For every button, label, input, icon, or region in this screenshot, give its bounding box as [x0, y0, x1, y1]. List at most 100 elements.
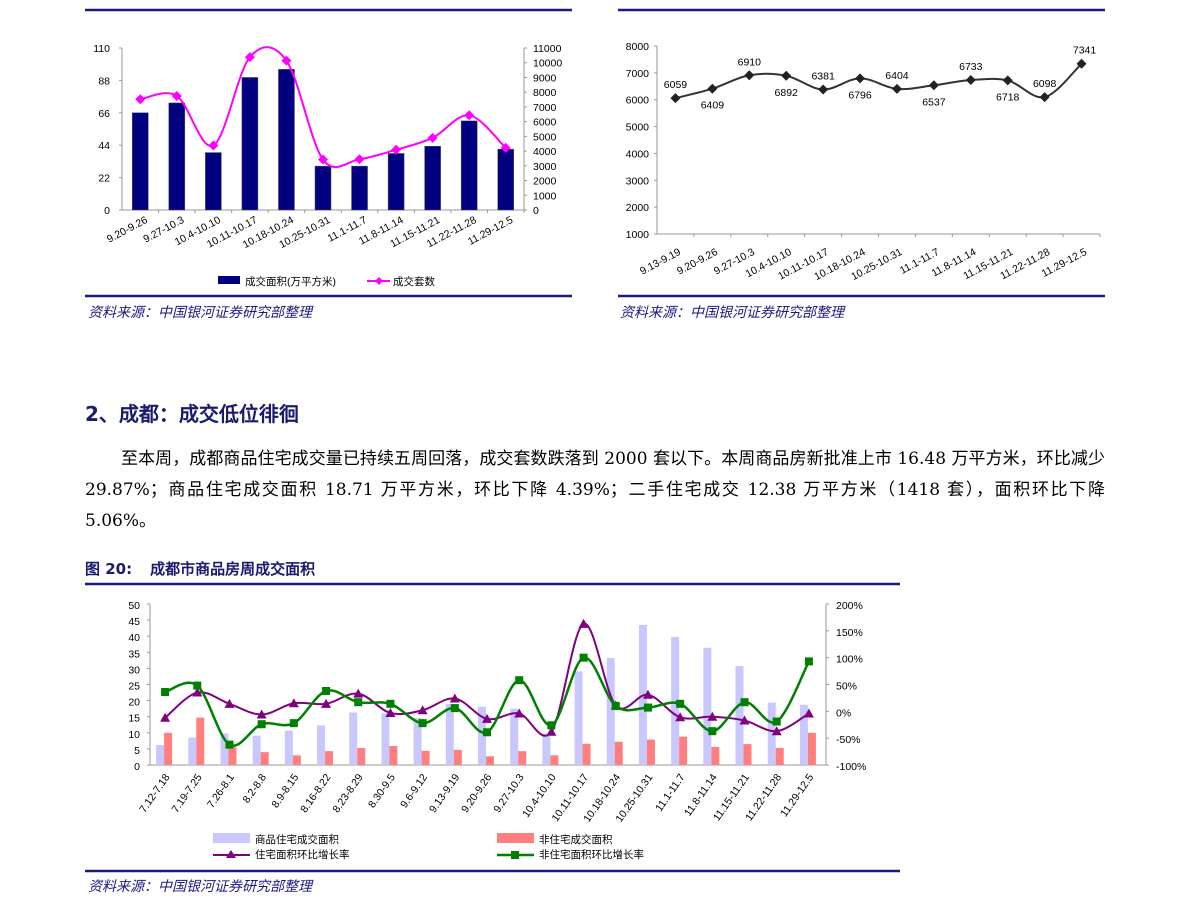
bar-non-residential	[228, 747, 237, 765]
legend-label: 非住宅成交面积	[539, 833, 613, 846]
point-residential-growth	[321, 698, 332, 708]
bar-non-residential	[550, 755, 559, 765]
right-tick-label: 11000	[533, 43, 562, 55]
bar-residential	[542, 733, 551, 765]
bar-area	[278, 69, 295, 211]
right-tick-label: 8000	[533, 87, 557, 99]
left-tick-label: 0	[134, 761, 140, 773]
point-residential-growth	[417, 705, 428, 715]
point-count	[427, 132, 438, 143]
left-tick-label: 0	[104, 205, 110, 217]
y-tick-label: 6000	[626, 95, 650, 107]
bar-non-residential	[775, 747, 784, 765]
point-count	[391, 144, 402, 155]
x-tick-label: 9.27-10.3	[491, 772, 526, 815]
y-tick-label: 8000	[626, 41, 650, 53]
point-non-residential-growth	[322, 686, 331, 695]
legend-label-count: 成交套数	[393, 275, 435, 288]
data-point	[818, 84, 829, 95]
bar-area	[497, 148, 514, 211]
x-tick-label: 8.23-8.29	[330, 772, 365, 815]
right-tick-label: 9000	[533, 72, 557, 84]
left-tick-label: 15	[128, 713, 140, 725]
bar-non-residential	[325, 751, 334, 765]
x-tick-label: 8.30-9.5	[366, 772, 398, 811]
data-label: 6409	[701, 100, 725, 112]
right-tick-label: 0%	[836, 707, 851, 719]
bar-non-residential	[357, 747, 366, 765]
data-label: 6910	[738, 56, 762, 68]
left-tick-label: 66	[98, 108, 110, 120]
left-tick-label: 40	[128, 632, 140, 644]
bar-non-residential	[389, 746, 398, 765]
legend-marker-residential-growth	[226, 850, 236, 858]
point-count	[354, 154, 365, 165]
left-tick-label: 10	[128, 729, 140, 741]
y-tick-label: 2000	[626, 202, 650, 214]
bar-residential	[799, 704, 808, 765]
bar-residential	[188, 737, 197, 765]
y-tick-label: 3000	[626, 175, 650, 187]
data-label: 6381	[811, 70, 835, 82]
right-tick-label: 150%	[836, 627, 863, 639]
point-non-residential-growth	[257, 720, 266, 729]
point-residential-growth	[288, 698, 299, 708]
bar-residential	[381, 713, 390, 765]
point-residential-growth	[578, 618, 589, 628]
point-residential-growth	[803, 708, 814, 718]
line-non-residential-growth	[164, 656, 811, 747]
bar-residential	[767, 702, 776, 765]
point-non-residential-growth	[225, 740, 234, 749]
bar-residential	[317, 725, 326, 765]
point-non-residential-growth	[547, 721, 556, 730]
bar-non-residential	[743, 744, 752, 765]
bar-residential	[220, 733, 229, 765]
x-tick-label: 8.16-8.22	[298, 772, 333, 815]
bar-residential	[413, 717, 422, 765]
data-point	[965, 75, 976, 86]
right-tick-label: 4000	[533, 146, 557, 158]
point-non-residential-growth	[515, 676, 524, 685]
point-residential-growth	[160, 712, 171, 722]
right-tick-label: 0	[533, 205, 539, 217]
bar-non-residential	[453, 749, 462, 765]
bar-non-residential	[646, 739, 655, 765]
left-tick-label: 44	[98, 140, 110, 152]
point-residential-growth	[707, 711, 718, 721]
legend-label: 非住宅面积环比增长率	[539, 848, 644, 861]
chart-left-transactions: 0 22 44 66 88 110 0 1000 2000 3000 4000 5000 6000 700…	[93, 43, 562, 288]
right-tick-label: 50%	[836, 681, 857, 693]
left-tick-label: 22	[98, 173, 110, 185]
bar-residential	[574, 671, 583, 765]
point-residential-growth	[675, 712, 686, 722]
point-non-residential-growth	[450, 704, 459, 713]
point-residential-growth	[192, 687, 203, 697]
point-count	[281, 55, 292, 66]
legend-swatch-area	[218, 276, 240, 284]
line-count	[140, 46, 507, 169]
point-non-residential-growth	[193, 681, 202, 690]
data-point	[855, 73, 866, 84]
left-tick-label: 88	[98, 75, 110, 87]
legend-swatch-non-residential	[497, 833, 534, 843]
bar-non-residential	[518, 751, 527, 765]
bar-non-residential	[292, 755, 301, 765]
x-tick-label: 9.13-9.19	[638, 246, 683, 278]
bar-area	[205, 152, 222, 211]
data-label: 6059	[664, 79, 688, 91]
left-tick-label: 50	[128, 600, 140, 612]
bar-area	[351, 165, 368, 211]
right-tick-label: 6000	[533, 117, 557, 129]
y-tick-label: 5000	[626, 122, 650, 134]
right-tick-label: -100%	[836, 761, 866, 773]
bar-residential	[156, 745, 165, 765]
source-note-chart-left: 资料来源：中国银河证券研究部整理	[88, 305, 312, 321]
x-tick-label: 9.20-9.26	[459, 772, 494, 815]
figure-number: 图 20:	[85, 560, 133, 578]
right-tick-label: -50%	[836, 734, 861, 746]
data-label: 7341	[1073, 45, 1097, 57]
point-non-residential-growth	[708, 727, 717, 736]
section-heading: 2、成都：成交低位徘徊	[85, 402, 299, 426]
x-tick-label: 9.13-9.19	[427, 772, 462, 815]
x-tick-label: 9.6-9.12	[398, 772, 430, 811]
